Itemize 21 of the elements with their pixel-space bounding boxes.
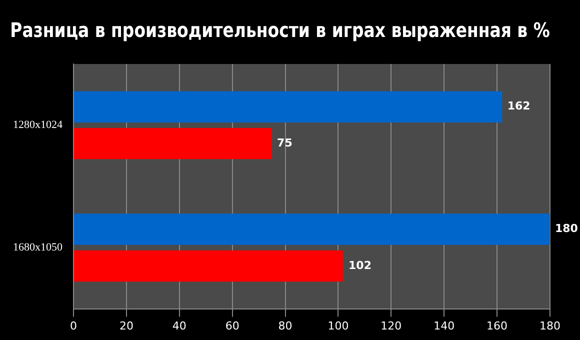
x-tick-label: 120 <box>380 319 402 332</box>
chart-title: Разница в производительности в играх выраженная в % <box>10 20 550 43</box>
x-tick-label: 0 <box>70 319 77 332</box>
x-tick-label: 100 <box>328 319 349 332</box>
bar <box>74 214 550 245</box>
x-tick-label: 20 <box>119 319 134 332</box>
y-tick-label: 1680x1050 <box>13 241 63 254</box>
x-tick-label: 80 <box>278 319 292 332</box>
data-label: 75 <box>277 136 292 150</box>
y-tick-label: 1280x1024 <box>13 119 63 132</box>
bar <box>74 128 272 160</box>
data-label: 180 <box>555 222 578 236</box>
x-tick-label: 180 <box>540 319 560 332</box>
x-tick-label: 160 <box>486 319 508 332</box>
x-tick-label: 40 <box>172 319 186 332</box>
x-tick-label: 60 <box>225 319 240 332</box>
bar <box>74 91 502 122</box>
data-label: 162 <box>507 100 530 113</box>
x-tick-label: 140 <box>434 319 455 332</box>
bar <box>74 250 344 282</box>
data-label: 102 <box>348 258 372 272</box>
